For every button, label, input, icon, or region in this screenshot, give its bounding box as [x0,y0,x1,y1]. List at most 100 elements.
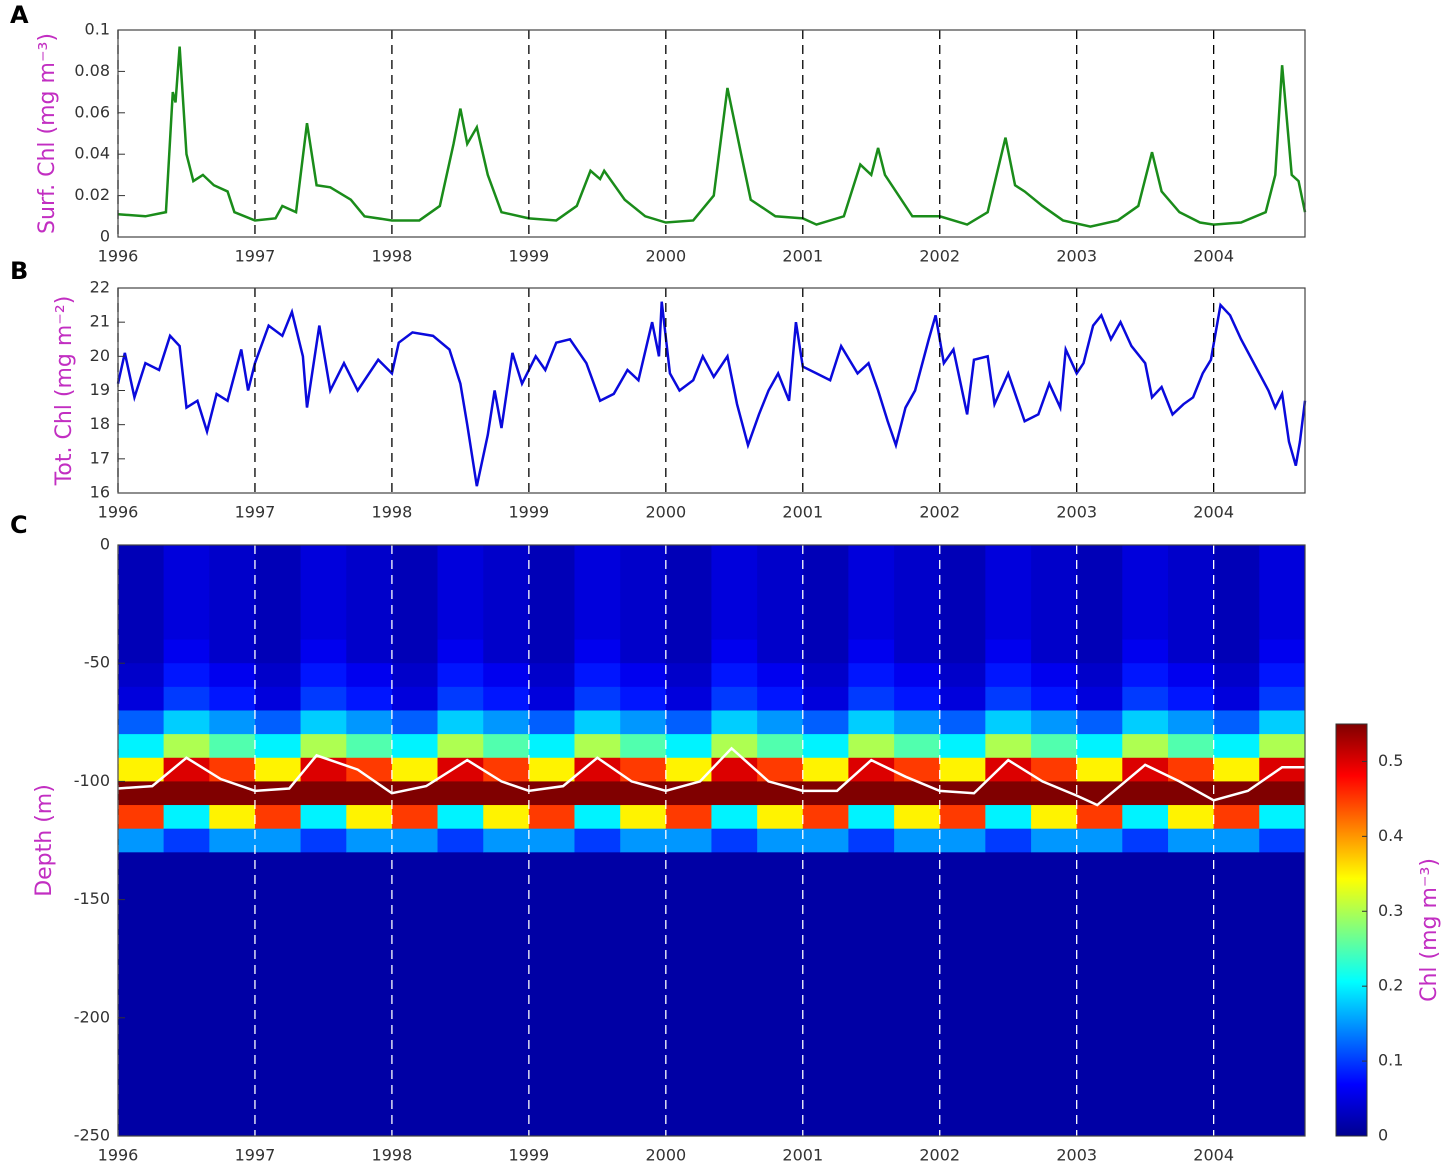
heatmap-cell [894,710,941,735]
heatmap-cell [1122,781,1169,806]
heatmap-cell [1076,852,1123,1137]
y-tick-label: -200 [74,1007,110,1026]
heatmap-cell [346,663,393,688]
y-tick-label: 16 [90,483,110,502]
heatmap-cell [1259,639,1306,664]
heatmap-cell [118,734,165,759]
heatmap-cell [300,852,347,1137]
heatmap-cell [437,568,484,593]
heatmap-cell [1122,545,1169,570]
heatmap-cell [1076,568,1123,593]
heatmap-cell [1122,686,1169,711]
heatmap-cell [985,734,1032,759]
heatmap-cell [1122,805,1169,830]
heatmap-cell [802,545,849,570]
heatmap-cell [300,568,347,593]
heatmap-cell [1031,828,1078,853]
heatmap-cell [894,568,941,593]
heatmap-cell [620,805,667,830]
heatmap-cell [483,734,530,759]
heatmap-cell [802,852,849,1137]
heatmap-cell [437,592,484,617]
heatmap-cell [528,663,575,688]
heatmap-cell [254,805,302,830]
heatmap-cell [391,781,439,806]
heatmap-cell [163,639,210,664]
heatmap-cell [939,734,986,759]
heatmap-cell [1259,568,1306,593]
heatmap-cell [1031,710,1078,735]
heatmap-cell [300,592,347,617]
heatmap-cell [391,663,439,688]
heatmap-cell [163,781,210,806]
heatmap-cell [757,639,804,664]
heatmap-cell [254,710,302,735]
heatmap-cell [254,686,302,711]
heatmap-cell [939,615,986,641]
x-tick-label: 2004 [1193,503,1234,522]
y-tick-label: 0.1 [85,20,110,39]
heatmap-cell [757,615,804,641]
heatmap-cell [1213,592,1260,617]
panel-label: A [10,1,29,29]
heatmap-cell [528,781,575,806]
heatmap-cell [483,710,530,735]
heatmap-cell [939,686,986,711]
y-tick-label: -150 [74,889,110,908]
colorbar-label: Chl (mg m⁻³) [1417,858,1442,1002]
heatmap-cell [254,781,302,806]
heatmap-cell [437,639,484,664]
heatmap-cell [620,639,667,664]
colorbar-tick-label: 0 [1378,1126,1388,1145]
heatmap-cell [1168,828,1215,853]
heatmap-cell [483,781,530,806]
heatmap-cell [757,805,804,830]
heatmap-cell [574,615,621,641]
heatmap-cell [1213,663,1260,688]
heatmap-cell [1259,545,1306,570]
heatmap-cell [163,592,210,617]
heatmap-cell [1031,545,1078,570]
heatmap-cell [802,757,849,782]
heatmap-cell [254,757,302,782]
heatmap-cell [254,663,302,688]
heatmap-cell [1168,592,1215,617]
x-tick-label: 1998 [372,247,413,266]
heatmap-cell [346,592,393,617]
heatmap-cell [391,568,439,593]
heatmap-cell [163,805,210,830]
heatmap-cell [939,663,986,688]
heatmap-cell [118,852,165,1137]
heatmap-cell [1122,734,1169,759]
heatmap-cell [985,568,1032,593]
heatmap-cell [574,805,621,830]
heatmap-cell [209,781,256,806]
heatmap-cell [939,805,986,830]
heatmap-cell [711,781,758,806]
heatmap-cell [574,639,621,664]
heatmap-cell [209,805,256,830]
heatmap-cell [985,828,1032,853]
heatmap-cell [528,805,575,830]
heatmap-cell [254,592,302,617]
heatmap-cell [848,663,895,688]
heatmap-cell [1076,757,1123,782]
heatmap-cell [848,615,895,641]
heatmap-cell [711,592,758,617]
heatmap-cell [711,545,758,570]
heatmap-cell [802,568,849,593]
heatmap-cell [1168,805,1215,830]
heatmap-cell [300,639,347,664]
heatmap-cell [665,592,712,617]
y-tick-label: -50 [84,653,110,672]
x-tick-label: 2000 [645,1146,686,1164]
heatmap-cell [1076,828,1123,853]
heatmap-cell [848,568,895,593]
heatmap-cell [985,615,1032,641]
y-tick-label: -250 [74,1126,110,1145]
heatmap-cell [985,592,1032,617]
heatmap-cell [300,805,347,830]
heatmap-cell [939,852,986,1137]
heatmap-cell [1213,615,1260,641]
heatmap-cell [1031,852,1078,1137]
